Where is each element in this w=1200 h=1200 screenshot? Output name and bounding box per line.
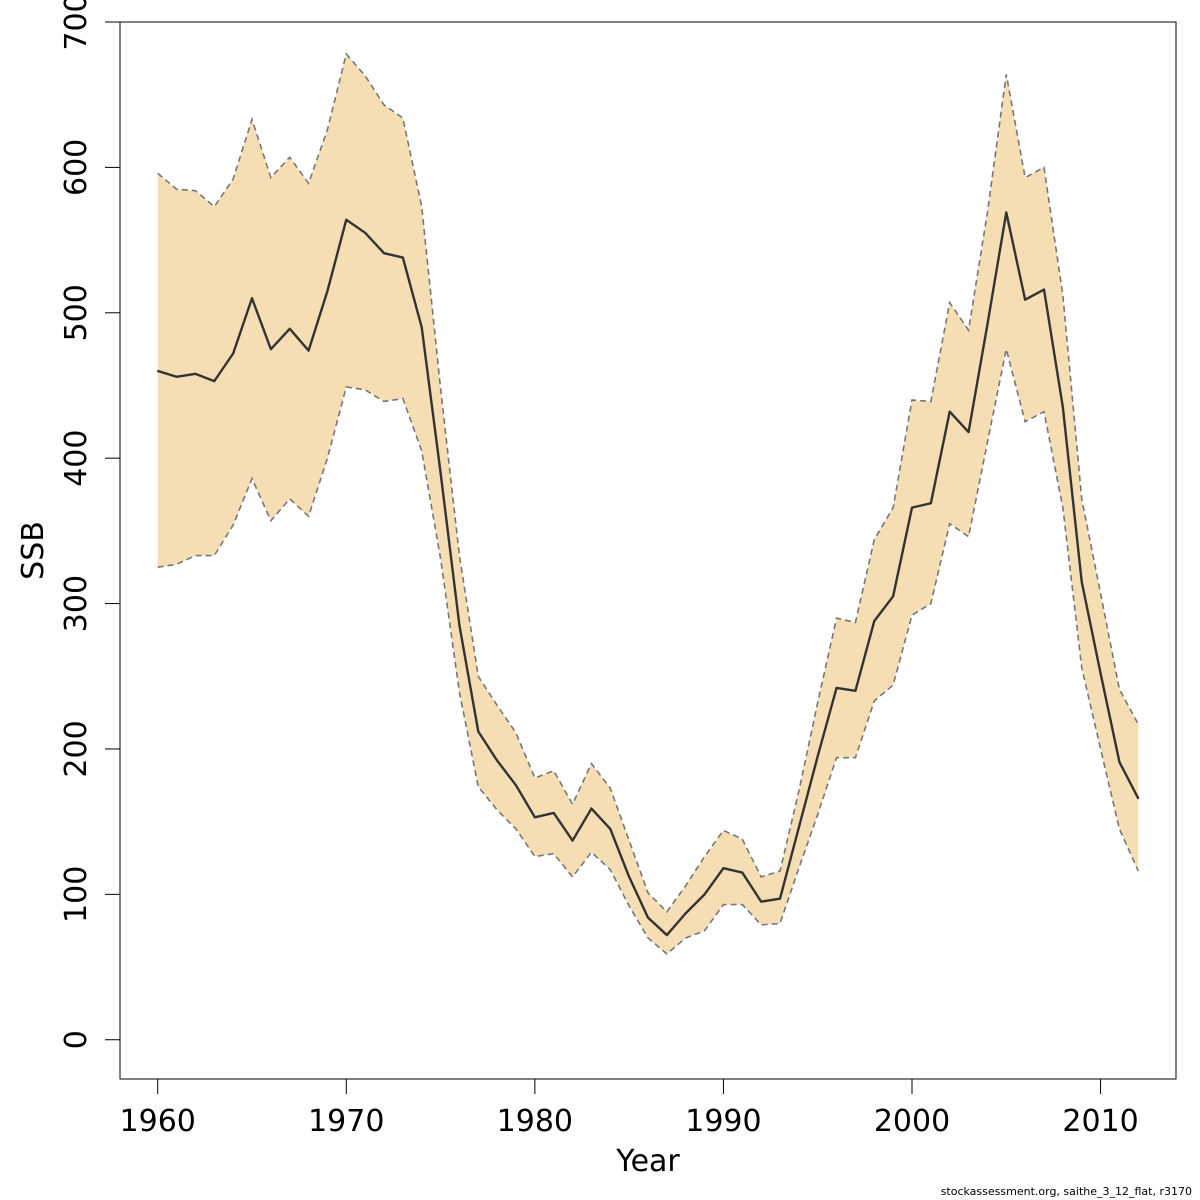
ssb-point	[458, 624, 461, 627]
ssb-point	[571, 839, 574, 842]
ssb-point	[986, 323, 989, 326]
ssb-point	[873, 620, 876, 622]
x-tick-label: 1980	[497, 1104, 573, 1139]
lower-bound-line	[157, 348, 1140, 956]
ssb-point	[835, 687, 838, 689]
ssb-point	[1118, 761, 1121, 763]
ssb-point	[364, 232, 366, 234]
ssb-point	[760, 900, 762, 903]
y-axis: 0 100 200 300 400 500 600 700	[59, 0, 121, 1049]
ssb-point	[383, 252, 385, 254]
ssb-point	[213, 380, 216, 382]
ssb-point	[1062, 406, 1064, 409]
ssb-point	[232, 352, 234, 355]
ssb-point	[496, 759, 498, 762]
y-tick-label: 500	[59, 284, 94, 341]
y-tick-label: 100	[59, 866, 94, 923]
ssb-point	[1080, 580, 1083, 583]
ssb-point	[854, 690, 857, 692]
ssb-point	[439, 471, 442, 474]
ssb-point	[967, 431, 970, 433]
ssb-point	[345, 218, 348, 221]
ssb-point	[552, 812, 555, 814]
ssb-point	[175, 375, 178, 378]
y-tick-label: 0	[59, 1030, 94, 1049]
ssb-point	[892, 595, 894, 598]
y-tick-label: 300	[59, 575, 94, 632]
y-tick-label: 400	[59, 430, 94, 487]
x-axis: 1960 1970 1980 1990 2000 2010	[120, 1078, 1139, 1139]
ssb-point	[1024, 298, 1026, 301]
ssb-point	[194, 373, 197, 375]
ssb-point	[722, 867, 725, 869]
footer-credit: stockassessment.org, saithe_3_12_flat, r…	[940, 1185, 1192, 1198]
confidence-band-area	[157, 53, 1139, 954]
x-tick-label: 1960	[120, 1104, 196, 1139]
ssb-point	[534, 816, 536, 819]
confidence-band	[157, 52, 1140, 956]
ssb-point	[779, 897, 781, 900]
y-tick-label: 700	[59, 0, 94, 51]
ssb-point	[1137, 797, 1140, 800]
ssb-estimate-series	[156, 211, 1140, 937]
ssb-point	[326, 290, 329, 292]
upper-bound-line	[157, 52, 1139, 914]
ssb-point	[1099, 672, 1102, 675]
ssb-point	[948, 410, 951, 413]
ssb-point	[1005, 211, 1008, 214]
ssb-point	[251, 297, 253, 300]
ssb-point	[741, 871, 744, 874]
ssb-point	[402, 256, 404, 259]
ssb-point	[798, 826, 800, 829]
x-tick-label: 2010	[1062, 1104, 1138, 1139]
ssb-point	[609, 828, 612, 830]
ssb-point	[628, 876, 630, 878]
x-tick-label: 1970	[308, 1104, 384, 1139]
ssb-point	[420, 326, 423, 329]
ssb-point	[590, 807, 593, 810]
ssb-point	[666, 934, 668, 936]
ssb-point	[703, 893, 706, 896]
ssb-point	[270, 348, 272, 350]
ssb-point	[647, 916, 649, 919]
x-axis-title: Year	[615, 1144, 680, 1179]
y-axis-title: SSB	[16, 521, 51, 580]
ssb-point	[307, 349, 310, 352]
ssb-point	[816, 755, 819, 758]
ssb-point	[477, 730, 480, 733]
x-tick-label: 1990	[685, 1104, 761, 1139]
y-tick-label: 600	[59, 139, 94, 196]
ssb-point	[911, 506, 913, 509]
ssb-point	[1043, 288, 1045, 291]
y-tick-label: 200	[59, 720, 94, 777]
ssb-point	[156, 370, 159, 372]
ssb-point	[288, 327, 291, 330]
x-tick-label: 2000	[874, 1104, 950, 1139]
ssb-point	[515, 784, 517, 787]
ssb-point	[930, 502, 932, 505]
ssb-point	[684, 912, 687, 915]
